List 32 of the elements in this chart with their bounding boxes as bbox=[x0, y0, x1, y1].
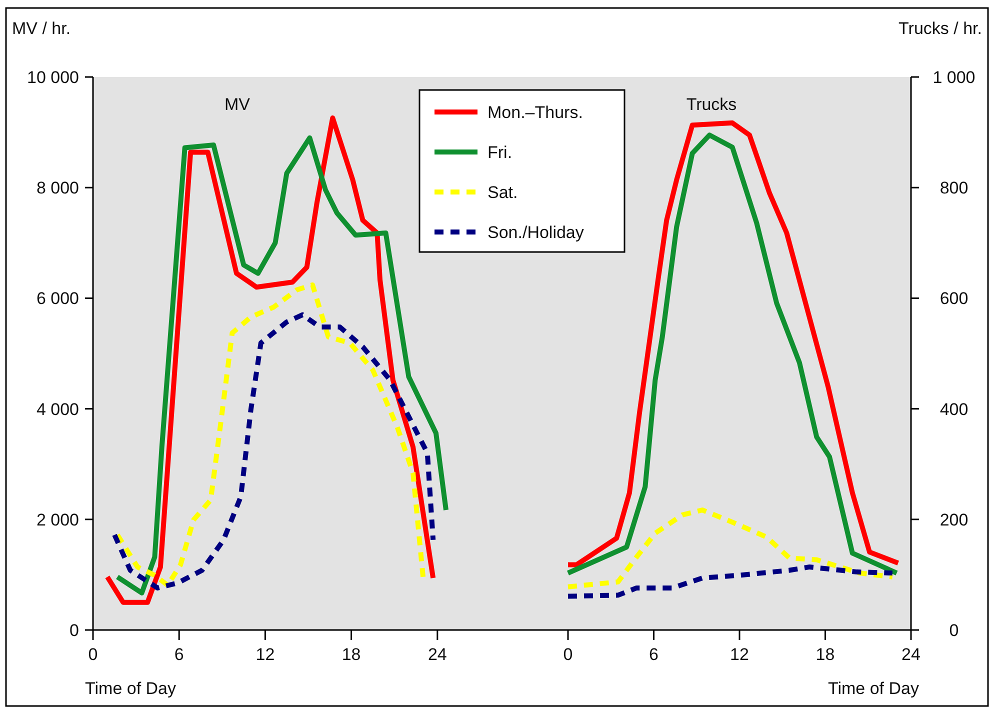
x-tick-label: 12 bbox=[256, 645, 275, 664]
x-tick-label: 18 bbox=[816, 645, 835, 664]
x-axis-title: Time of Day bbox=[85, 679, 176, 698]
x-tick-label: 24 bbox=[428, 645, 447, 664]
text: Trucks bbox=[686, 95, 737, 114]
y-tick-label: 10 000 bbox=[27, 68, 79, 87]
y2-tick-label: 400 bbox=[940, 400, 968, 419]
y2-axis-title: Trucks / hr. bbox=[898, 19, 982, 38]
x-tick-label: 12 bbox=[730, 645, 749, 664]
x-tick-label: 0 bbox=[88, 645, 98, 664]
y2-tick-label: 800 bbox=[940, 178, 968, 198]
y2-tick-label: 0 bbox=[949, 621, 959, 640]
x-tick-label: 0 bbox=[563, 645, 573, 664]
y-tick-label: 4 000 bbox=[36, 400, 79, 419]
y2-tick-label: 1 000 bbox=[932, 68, 976, 87]
x-tick-label: 24 bbox=[902, 645, 920, 664]
x-tick-label: 18 bbox=[342, 645, 361, 664]
x-axis-title: Time of Day bbox=[828, 679, 920, 698]
y-tick-label: 6 000 bbox=[36, 289, 79, 308]
x-tick-label: 6 bbox=[649, 645, 658, 664]
y-tick-label: 0 bbox=[70, 621, 79, 640]
y2-tick-label: 200 bbox=[940, 510, 968, 530]
text: MV bbox=[224, 95, 251, 114]
legend-label: Son./Holiday bbox=[488, 223, 584, 242]
y2-tick-label: 600 bbox=[940, 289, 968, 308]
legend-label: Sat. bbox=[488, 183, 518, 202]
y-axis-title: MV / hr. bbox=[12, 19, 71, 38]
legend-label: Fri. bbox=[488, 143, 512, 162]
y-tick-label: 8 000 bbox=[36, 178, 79, 198]
y-tick-label: 2 000 bbox=[36, 510, 79, 530]
legend-label: Mon.–Thurs. bbox=[488, 103, 583, 122]
x-tick-label: 6 bbox=[174, 645, 184, 664]
